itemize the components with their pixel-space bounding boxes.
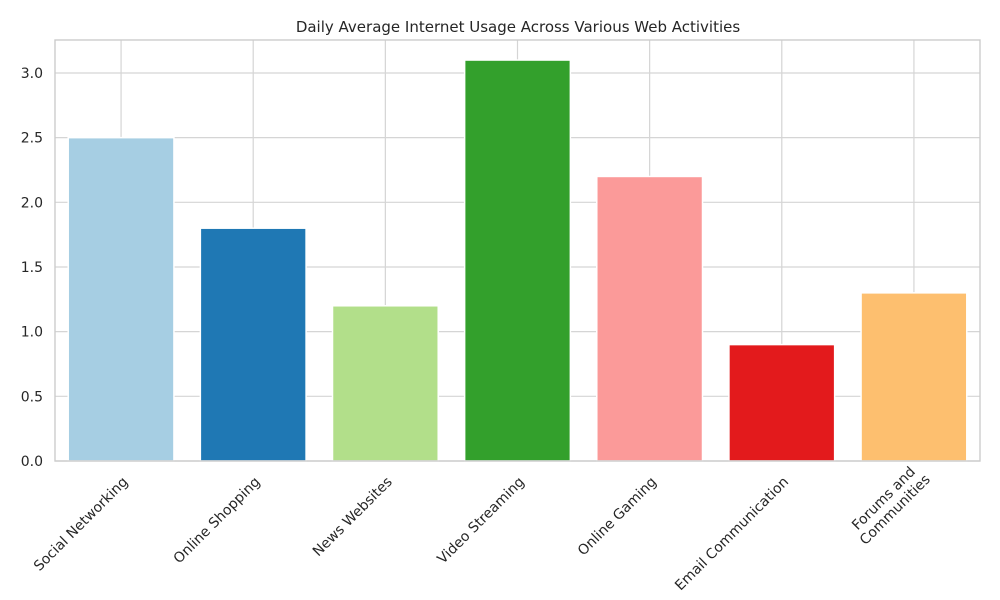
bar-social-networking (67, 136, 175, 462)
y-tick-label: 2.0 (21, 195, 43, 211)
y-tick-label: 3.0 (21, 66, 43, 82)
y-tick-label: 0.5 (21, 389, 43, 405)
x-tick-label: Social Networking (31, 474, 131, 574)
y-tick-label: 0.0 (21, 454, 43, 470)
x-tick-label: Online Gaming (575, 474, 660, 559)
x-tick-label: Forums andCommunities (846, 460, 934, 548)
y-axis-ticks: 0.0 0.5 1.0 1.5 2.0 2.5 3.0 (21, 66, 43, 470)
x-tick-label: Online Shopping (171, 474, 264, 567)
y-tick-label: 1.5 (21, 260, 43, 276)
x-tick-label: News Websites (310, 474, 396, 560)
y-tick-label: 2.5 (21, 131, 43, 147)
plot-border (54, 39, 981, 462)
x-axis-ticks: Social Networking Online Shopping News Web… (31, 460, 934, 594)
bar-online-gaming (596, 175, 704, 462)
chart-title: Daily Average Internet Usage Across Vari… (296, 18, 741, 36)
bar-news-websites (331, 305, 439, 462)
plot-frame (54, 39, 981, 462)
bar-forums-and-communities (860, 292, 968, 462)
y-tick-label: 1.0 (21, 325, 43, 341)
x-tick-label: Video Streaming (435, 474, 528, 567)
bar-online-shopping (199, 227, 307, 462)
bar-video-streaming (463, 59, 572, 462)
bars-layer (67, 59, 968, 462)
bar-email-communication (728, 343, 836, 462)
x-tick-label: Email Communication (672, 474, 792, 594)
